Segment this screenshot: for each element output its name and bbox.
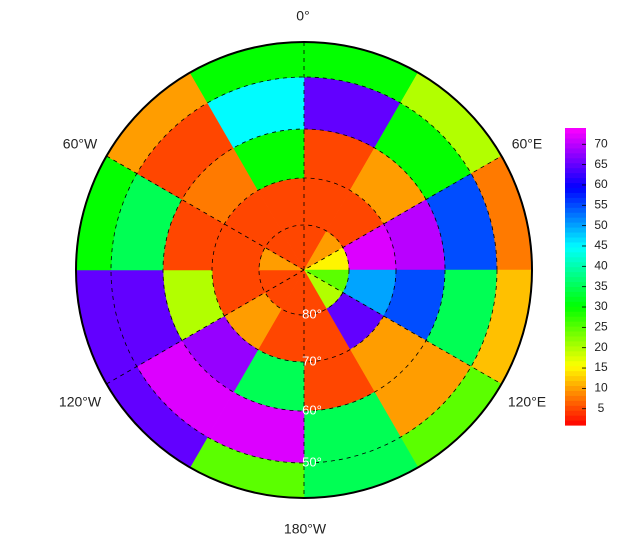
lon-label: 180°W: [284, 521, 327, 537]
colorbar-swatch: [565, 192, 586, 198]
colorbar-swatch: [565, 276, 586, 283]
colorbar-swatch: [565, 142, 586, 149]
colorbar-swatch: [565, 227, 586, 233]
colorbar-swatch: [565, 350, 586, 357]
lat-label: 60°: [302, 402, 322, 417]
colorbar-swatch: [565, 261, 586, 268]
lat-label: 50°: [302, 454, 322, 469]
colorbar-swatch: [565, 301, 586, 307]
colorbar-swatch: [565, 167, 586, 174]
colorbar-tick-label: 40: [594, 259, 608, 273]
graticule: [106, 42, 502, 498]
colorbar-swatch: [565, 380, 586, 386]
colorbar-swatch: [565, 236, 586, 243]
colorbar-swatch: [565, 385, 586, 391]
colorbar-swatch: [565, 271, 586, 278]
colorbar-swatch: [565, 207, 586, 213]
colorbar-tick-label: 5: [598, 401, 605, 415]
colorbar-tick-label: 25: [594, 320, 608, 334]
colorbar-tick-label: 45: [594, 238, 608, 252]
colorbar-swatch: [565, 197, 586, 203]
colorbar-swatch: [565, 172, 586, 179]
colorbar-swatch: [565, 296, 586, 302]
colorbar: 5 10 15 20 25 30 35 40 45 50 55 60 65 70: [565, 128, 608, 426]
colorbar-tick-label: 50: [594, 218, 608, 232]
lat-label: 80°: [302, 306, 322, 321]
colorbar-swatch: [565, 246, 586, 253]
colorbar-swatch: [565, 316, 586, 322]
colorbar-swatch: [565, 306, 586, 312]
colorbar-swatch: [565, 152, 586, 159]
colorbar-swatch: [565, 222, 586, 228]
colorbar-swatch: [565, 395, 586, 401]
colorbar-tick-label: 65: [594, 157, 608, 171]
colorbar-swatch: [565, 321, 586, 327]
colorbar-tick-label: 10: [594, 381, 608, 395]
colorbar-swatch: [565, 202, 586, 208]
colorbar-swatch: [565, 390, 586, 396]
colorbar-swatch: [565, 286, 586, 292]
colorbar-swatch: [565, 405, 586, 411]
colorbar-swatch: [565, 212, 586, 218]
colorbar-swatch: [565, 231, 586, 238]
colorbar-swatch: [565, 266, 586, 273]
colorbar-swatch: [565, 400, 586, 406]
colorbar-tick-label: 55: [594, 197, 608, 211]
colorbar-swatch: [565, 281, 586, 287]
colorbar-swatch: [565, 217, 586, 223]
colorbar-swatch: [565, 375, 586, 382]
colorbar-swatch: [565, 365, 586, 372]
colorbar-swatch: [565, 132, 586, 139]
field: [76, 42, 532, 498]
colorbar-swatch: [565, 291, 586, 297]
colorbar-swatch: [565, 182, 586, 188]
lon-label: 120°W: [59, 394, 102, 410]
colorbar-swatch: [565, 340, 586, 347]
colorbar-swatch: [565, 415, 586, 421]
map-border: [75, 41, 533, 499]
lon-label: 60°W: [63, 136, 98, 152]
colorbar-swatch: [565, 326, 586, 332]
colorbar-swatch: [565, 370, 586, 377]
colorbar-swatch: [565, 137, 586, 144]
lon-label: 60°E: [512, 136, 543, 152]
colorbar-swatch: [565, 311, 586, 317]
lat-label: 70°: [302, 353, 322, 368]
colorbar-swatch: [565, 410, 586, 416]
colorbar-swatch: [565, 177, 586, 184]
lon-label: 120°E: [508, 394, 546, 410]
colorbar-swatch: [565, 355, 586, 362]
lon-label: 0°: [296, 8, 309, 24]
colorbar-swatch: [565, 360, 586, 367]
colorbar-swatch: [565, 420, 586, 426]
colorbar-swatch: [565, 187, 586, 193]
colorbar-swatch: [565, 128, 586, 134]
colorbar-swatch: [565, 251, 586, 258]
colorbar-tick-label: 60: [594, 177, 608, 191]
colorbar-tick-label: 15: [594, 360, 608, 374]
colorbar-swatch: [565, 241, 586, 248]
colorbar-swatch: [565, 157, 586, 164]
colorbar-tick-label: 35: [594, 279, 608, 293]
colorbar-swatch: [565, 330, 586, 337]
colorbar-tick-label: 20: [594, 340, 608, 354]
labels: 0° 60°E 120°E 180°W 120°W 60°W 80° 70° 60° 50°: [59, 8, 546, 537]
colorbar-tick-label: 30: [594, 299, 608, 313]
colorbar-swatch: [565, 256, 586, 263]
colorbar-swatch: [565, 345, 586, 352]
colorbar-swatch: [565, 147, 586, 154]
colorbar-tick-label: 70: [594, 136, 608, 150]
colorbar-swatch: [565, 162, 586, 169]
colorbar-swatch: [565, 335, 586, 342]
